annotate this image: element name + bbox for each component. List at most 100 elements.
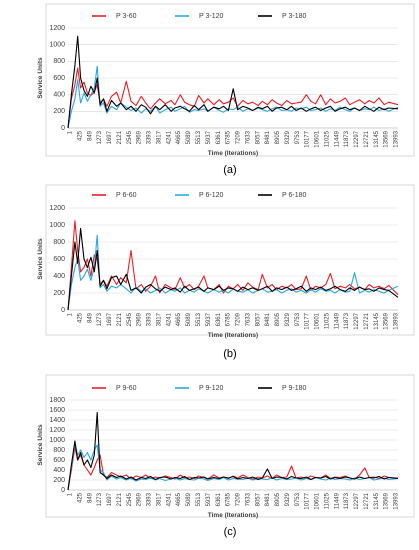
x-tick-label: 13569 [384,312,390,329]
x-tick-label: 6361 [216,312,222,326]
x-tick-label: 8481 [265,312,271,326]
y-tick-label: 1800 [49,397,65,404]
y-tick-label: 800 [53,58,65,65]
x-tick-label: 9753 [295,492,301,506]
x-tick-label: 11025 [324,312,330,329]
x-tick-label: 13145 [374,130,380,147]
x-tick-label: 6361 [216,130,222,144]
legend-label: P 6-120 [199,192,223,199]
x-tick-label: 4665 [176,130,182,144]
y-tick-label: 200 [53,290,65,297]
y-tick-label: 1000 [49,42,65,49]
x-tick-label: 4665 [176,492,182,506]
x-tick-label: 2969 [137,312,143,326]
panel-caption: (c) [224,526,237,538]
panel-frame [45,184,415,336]
x-tick-label: 3393 [147,492,153,506]
x-tick-label: 13993 [394,312,400,329]
x-tick-label: 4665 [176,312,182,326]
x-tick-label: 11025 [324,492,330,509]
x-tick-label: 10601 [315,130,321,147]
x-tick-label: 7209 [236,312,242,326]
x-tick-label: 3817 [156,312,162,326]
y-tick-label: 1000 [49,222,65,229]
x-tick-label: 10177 [305,312,311,329]
x-tick-label: 7209 [236,492,242,506]
x-axis-title: Time (Iterations) [208,150,258,157]
x-tick-label: 9329 [285,492,291,506]
x-tick-label: 2545 [127,130,133,144]
x-tick-label: 10177 [305,130,311,147]
x-tick-label: 11873 [344,130,350,147]
x-tick-label: 13569 [384,492,390,509]
y-tick-label: 400 [53,92,65,99]
x-tick-label: 6785 [226,130,232,144]
series-line [67,65,399,129]
panel-caption: (a) [223,164,236,176]
legend-label: P 9-120 [199,385,223,392]
x-tick-label: 13569 [384,130,390,147]
y-tick-label: 0 [61,125,65,132]
series-line [67,227,399,311]
x-tick-label: 2969 [137,130,143,144]
x-tick-label: 10601 [315,492,321,509]
x-tick-label: 5937 [206,312,212,326]
x-tick-label: 2969 [137,492,143,506]
x-tick-label: 7633 [245,130,251,144]
legend-label: P 6-180 [282,192,306,199]
panel-frame [45,374,415,518]
x-tick-label: 2121 [117,492,123,506]
x-tick-label: 7633 [245,492,251,506]
x-tick-label: 3817 [156,492,162,506]
y-tick-label: 600 [53,75,65,82]
x-tick-label: 12721 [364,312,370,329]
x-tick-label: 1273 [97,312,103,326]
x-tick-label: 13145 [374,492,380,509]
x-tick-label: 1697 [107,492,113,506]
x-tick-label: 8481 [265,130,271,144]
x-tick-label: 1697 [107,312,113,326]
x-tick-label: 2545 [127,312,133,326]
legend-label: P 9-180 [282,385,306,392]
x-tick-label: 3393 [147,130,153,144]
x-tick-label: 8057 [255,312,261,326]
x-tick-label: 5513 [196,492,202,506]
x-tick-label: 6361 [216,492,222,506]
x-tick-label: 8905 [275,492,281,506]
x-tick-label: 11873 [344,492,350,509]
y-tick-label: 800 [53,447,65,454]
y-tick-label: 1000 [49,437,65,444]
x-tick-label: 849 [87,492,93,503]
x-tick-label: 8905 [275,130,281,144]
x-tick-label: 425 [77,492,83,503]
y-axis-title: Service Units [37,238,44,280]
x-tick-label: 11449 [334,492,340,509]
x-tick-label: 4241 [166,312,172,326]
x-tick-label: 2121 [117,130,123,144]
x-tick-label: 7633 [245,312,251,326]
x-tick-label: 12721 [364,130,370,147]
x-tick-label: 425 [77,130,83,141]
x-tick-label: 5937 [206,492,212,506]
x-tick-label: 3817 [156,130,162,144]
x-tick-label: 10601 [315,312,321,329]
x-tick-label: 8057 [255,130,261,144]
x-axis-title: Time (Iterations) [208,512,258,519]
y-axis-title: Service Units [37,57,44,99]
series-line [67,35,399,129]
x-tick-label: 5513 [196,130,202,144]
x-tick-label: 10177 [305,492,311,509]
x-tick-label: 11025 [324,130,330,147]
y-tick-label: 1600 [49,407,65,414]
series-line [67,411,399,491]
x-tick-label: 5937 [206,130,212,144]
x-tick-label: 9753 [295,130,301,144]
x-tick-label: 8905 [275,312,281,326]
y-tick-label: 200 [53,108,65,115]
x-tick-label: 4241 [166,492,172,506]
x-tick-label: 9329 [285,130,291,144]
y-tick-label: 0 [61,487,65,494]
x-tick-label: 5089 [186,492,192,506]
x-tick-label: 849 [87,312,93,323]
series-line [67,67,399,129]
